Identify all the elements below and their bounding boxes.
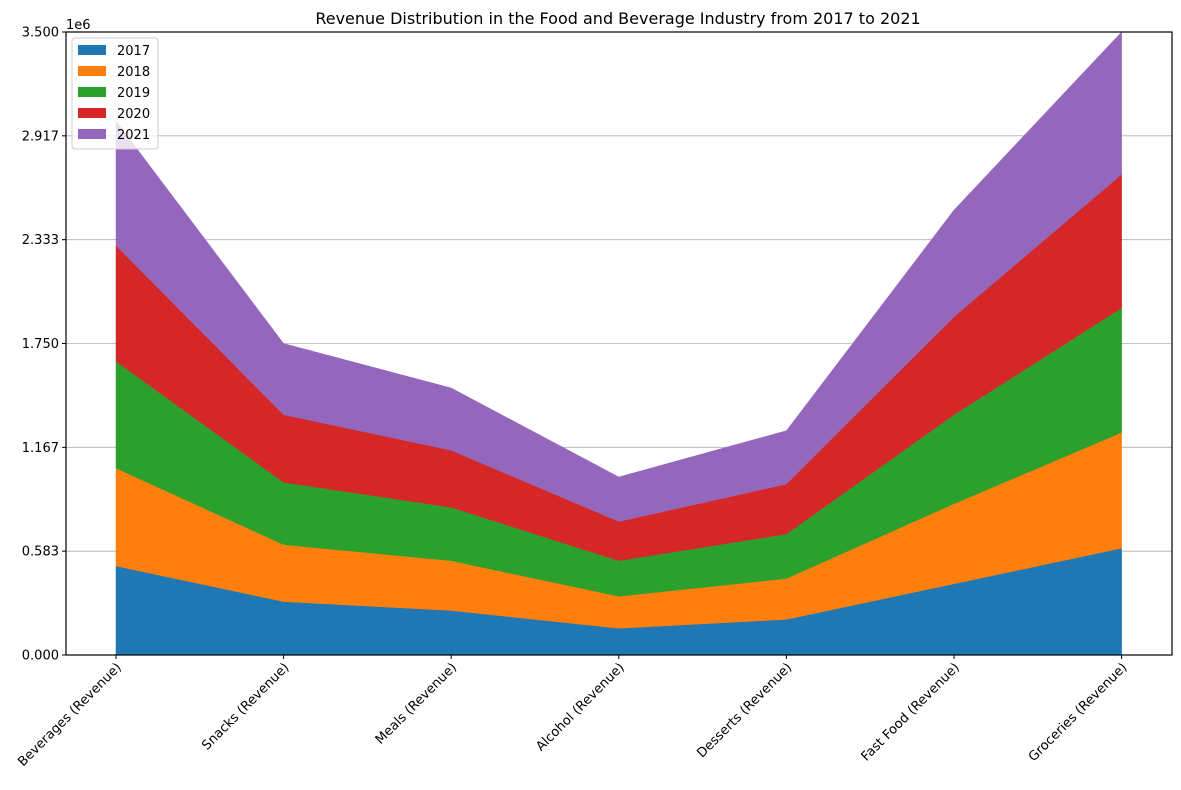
x-tick-label: Alcohol (Revenue): [533, 660, 627, 754]
chart-title: Revenue Distribution in the Food and Bev…: [315, 9, 920, 28]
y-tick-label: 2.333: [22, 233, 59, 248]
area-series-2021: [115, 31, 1122, 522]
legend: 2017 2018 2019 2020 2021: [71, 37, 159, 150]
x-tick-label: Beverages (Revenue): [15, 660, 124, 769]
x-tick-label: Groceries (Revenue): [1026, 660, 1131, 765]
x-tick-label: Fast Food (Revenue): [859, 660, 963, 764]
legend-label: 2020: [117, 107, 150, 122]
x-tick-label: Desserts (Revenue): [694, 660, 795, 761]
y-tick-label: 2.917: [22, 129, 59, 144]
legend-swatch: [78, 129, 106, 139]
x-tick-label: Snacks (Revenue): [199, 660, 292, 753]
legend-label: 2019: [117, 86, 150, 101]
y-tick-label: 1.750: [22, 337, 59, 352]
legend-swatch: [78, 108, 106, 118]
legend-swatch: [78, 66, 106, 76]
legend-label: 2017: [117, 44, 150, 59]
legend-label: 2018: [117, 65, 150, 80]
y-tick-label: 1.167: [22, 441, 59, 456]
y-axis-multiplier: 1e6: [66, 18, 91, 33]
y-tick-label: 3.500: [22, 26, 59, 41]
legend-swatch: [78, 87, 106, 97]
x-tick-label: Meals (Revenue): [373, 660, 460, 747]
legend-swatch: [78, 45, 106, 55]
legend-label: 2021: [117, 128, 150, 143]
legend-box: [71, 37, 159, 150]
stacked-areas: [115, 31, 1122, 656]
y-tick-label: 0.583: [22, 545, 59, 560]
y-tick-label: 0.000: [22, 649, 59, 664]
